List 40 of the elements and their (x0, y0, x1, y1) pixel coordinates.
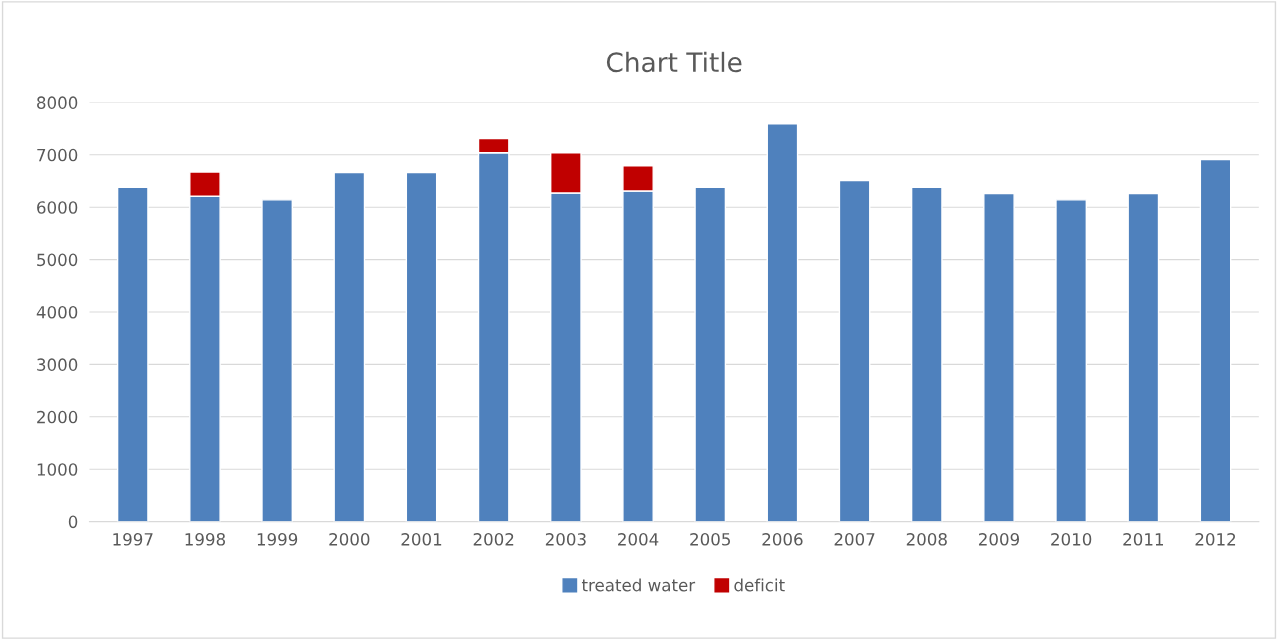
x-tick-label: 2011 (1123, 533, 1163, 546)
bar (333, 171, 366, 522)
bar (766, 123, 799, 522)
x-tick-label: 2007 (834, 533, 875, 546)
bar (694, 186, 727, 522)
y-tick-label: 7000 (37, 148, 78, 162)
y-tick-label: 2000 (37, 410, 78, 424)
bar (1127, 192, 1160, 522)
legend-label: deficit (734, 578, 785, 592)
bar (1055, 199, 1088, 522)
y-tick-label: 4000 (36, 305, 78, 319)
x-tick-label: 2012 (1195, 533, 1236, 546)
y-tick-label: 0 (68, 515, 78, 529)
y-tick-label: 6000 (37, 201, 78, 214)
y-tick-label: 3000 (37, 358, 78, 371)
bar (838, 179, 871, 522)
bar (910, 186, 943, 522)
x-tick-label: 2010 (1051, 533, 1092, 546)
y-tick-label: 5000 (37, 253, 78, 267)
x-tick-label: 1999 (257, 533, 298, 546)
x-tick-label: 2000 (329, 533, 370, 546)
bar (1199, 158, 1232, 522)
x-tick-label: 1997 (113, 533, 153, 546)
x-tick-label: 2005 (690, 533, 730, 546)
x-tick-label: 1998 (185, 533, 226, 546)
x-tick-label: 2009 (978, 533, 1020, 546)
x-tick-label: 2001 (401, 533, 442, 546)
y-tick-label: 1000 (37, 463, 78, 476)
y-tick-label: 8000 (37, 96, 78, 109)
legend-label: treated water (581, 578, 696, 592)
x-tick-label: 2004 (618, 533, 659, 546)
bar (261, 199, 293, 522)
bar (116, 186, 149, 522)
x-tick-label: 2006 (762, 533, 803, 546)
bar (405, 171, 438, 522)
bar (983, 192, 1015, 522)
x-tick-label: 2008 (906, 533, 947, 546)
x-tick-label: 2002 (473, 533, 514, 546)
x-tick-label: 2003 (545, 533, 586, 546)
chart-title: Chart Title (606, 51, 742, 73)
